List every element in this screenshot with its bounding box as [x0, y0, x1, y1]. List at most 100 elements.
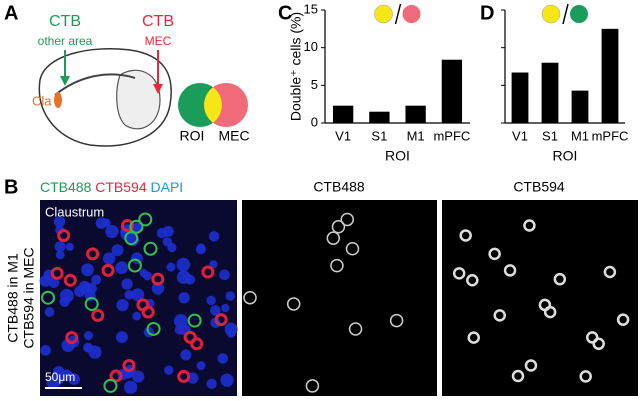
red-cell — [459, 229, 472, 242]
red-cell — [201, 265, 215, 279]
red-cell — [86, 247, 100, 261]
red-cell — [151, 272, 165, 286]
nucleus — [53, 216, 66, 228]
bar — [541, 62, 559, 123]
panel-letter: D — [480, 2, 494, 24]
y-tick-label: 0 — [311, 114, 318, 129]
nucleus — [91, 274, 102, 285]
red-cell — [466, 273, 479, 287]
nucleus — [151, 282, 165, 295]
cortex-line — [54, 73, 136, 96]
bar — [332, 105, 354, 123]
cells — [39, 212, 238, 394]
nucleus — [132, 311, 142, 321]
nucleus — [196, 361, 206, 371]
x-tick-label: V1 — [512, 128, 528, 143]
red-cell — [523, 219, 536, 232]
nucleus — [226, 328, 236, 338]
side-label: CTB488 in M1 — [5, 253, 21, 343]
icon — [402, 5, 421, 23]
panel-letter: B — [4, 176, 18, 198]
red-cell — [467, 331, 480, 344]
nucleus — [132, 370, 145, 383]
nucleus — [121, 278, 133, 290]
x-tick-label: mPFC — [592, 128, 629, 143]
red-cell — [493, 309, 506, 322]
venn-overlap — [204, 87, 222, 123]
red-cell — [183, 330, 197, 344]
label: CTB594 — [95, 179, 147, 195]
nucleus — [220, 373, 234, 387]
green-cell — [305, 379, 320, 393]
nucleus — [195, 244, 206, 255]
nucleus — [48, 277, 60, 288]
icon-slash — [562, 3, 569, 25]
bar — [511, 72, 529, 123]
nucleus — [176, 270, 191, 284]
nucleus — [139, 269, 148, 278]
red-cell — [136, 298, 150, 312]
red-cell — [585, 331, 599, 344]
icon — [541, 4, 561, 24]
image-label: Claustrum — [45, 204, 104, 219]
bar — [369, 111, 390, 123]
nucleus — [164, 365, 174, 375]
x-tick-label: M1 — [571, 128, 589, 143]
panel-letter: A — [4, 2, 18, 24]
red-cell — [63, 273, 77, 287]
red-channel-image — [442, 200, 638, 396]
nucleus — [103, 252, 116, 265]
bar — [405, 105, 426, 123]
green-cell — [330, 258, 344, 273]
label: ROI — [180, 128, 205, 144]
red-cell — [101, 263, 115, 277]
nucleus — [131, 252, 143, 265]
red-cell — [452, 267, 466, 280]
y-tick-label: 10 — [304, 39, 318, 54]
green-cell — [331, 220, 346, 234]
red-cell — [592, 337, 605, 351]
nucleus — [54, 241, 66, 253]
claustrum — [54, 92, 62, 108]
arrow-head — [153, 84, 163, 94]
label: Cla — [32, 93, 52, 108]
side-label: CTB594 in MEC — [21, 247, 37, 348]
y-tick-label: 15 — [304, 1, 318, 16]
red-cell — [511, 369, 525, 383]
nucleus — [65, 242, 74, 251]
bar — [571, 90, 589, 123]
red-cell — [488, 247, 501, 261]
nucleus — [176, 257, 191, 272]
red-cell — [616, 313, 630, 326]
arrow-head — [60, 76, 70, 86]
label: CTB — [49, 13, 81, 30]
nucleus — [39, 275, 52, 287]
green-cell — [129, 219, 144, 234]
red-cell — [538, 298, 552, 312]
nucleus — [156, 227, 168, 239]
cells — [243, 212, 404, 393]
nucleus — [166, 262, 176, 272]
red-cell — [109, 369, 123, 383]
green-cell — [84, 296, 99, 311]
green-cell — [326, 231, 341, 245]
x-tick-label: mPFC — [433, 128, 470, 143]
image-title: CTB594 — [513, 179, 565, 195]
nucleus — [102, 218, 111, 227]
green-cell — [146, 321, 161, 336]
nucleus — [180, 349, 192, 361]
nucleus — [131, 288, 145, 302]
x-tick-label: S1 — [542, 128, 558, 143]
nucleus — [167, 242, 177, 253]
green-cell — [348, 322, 363, 336]
nucleus — [82, 282, 91, 291]
nucleus — [115, 261, 128, 275]
green-channel-image — [242, 200, 437, 396]
nucleus — [173, 314, 188, 328]
label: CTB488 — [40, 179, 92, 195]
scale-label: 50μm — [45, 370, 75, 384]
label: other area — [38, 34, 93, 48]
nucleus — [178, 292, 190, 304]
nucleus — [124, 290, 134, 300]
